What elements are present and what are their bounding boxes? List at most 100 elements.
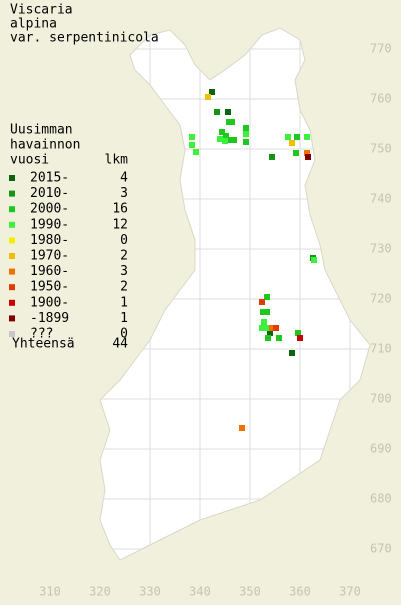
occurrence xyxy=(226,119,232,125)
x-tick-label: 310 xyxy=(39,585,61,599)
occurrence xyxy=(289,140,295,146)
legend-count: 2 xyxy=(120,249,128,264)
occurrence xyxy=(265,335,271,341)
x-tick-label: 320 xyxy=(89,585,111,599)
legend-label: 1900- xyxy=(30,295,69,310)
y-tick-label: 680 xyxy=(370,492,392,506)
legend-label: 1980- xyxy=(30,233,69,248)
occurrence xyxy=(214,109,220,115)
occurrence xyxy=(222,138,228,144)
x-tick-label: 370 xyxy=(339,585,361,599)
occurrence xyxy=(289,350,295,356)
occurrence xyxy=(295,330,301,336)
legend-swatch xyxy=(9,175,15,181)
legend-swatch xyxy=(9,331,15,337)
legend-swatch xyxy=(9,268,15,275)
legend-count: 0 xyxy=(120,233,128,248)
legend-count-heading: lkm xyxy=(105,153,129,168)
y-tick-label: 700 xyxy=(370,392,392,406)
legend-swatch xyxy=(9,299,15,306)
legend-swatch xyxy=(9,253,15,259)
occurrence xyxy=(260,309,266,315)
y-tick-label: 690 xyxy=(370,442,392,456)
legend-count: 4 xyxy=(120,171,128,186)
title-line: alpina xyxy=(10,17,57,32)
occurrence xyxy=(269,325,275,331)
legend-swatch xyxy=(9,315,15,322)
occurrence xyxy=(231,137,237,143)
legend-label: 1970- xyxy=(30,249,69,264)
legend-total-label: Yhteensä xyxy=(12,337,75,352)
occurrence xyxy=(189,142,195,148)
occurrence xyxy=(219,129,225,135)
legend-count: 1 xyxy=(120,311,128,326)
occurrence xyxy=(305,154,311,160)
legend-swatch xyxy=(9,221,15,228)
occurrence xyxy=(243,125,249,131)
title-line: var. serpentinicola xyxy=(10,31,159,46)
legend-count: 3 xyxy=(120,186,128,201)
occurrence xyxy=(264,294,270,300)
occurrence xyxy=(269,154,275,160)
legend-count: 0 xyxy=(120,327,128,342)
occurrence xyxy=(243,131,249,137)
occurrence xyxy=(217,136,223,142)
legend-label: 2000- xyxy=(30,202,69,217)
y-tick-label: 750 xyxy=(370,142,392,156)
occurrence xyxy=(304,134,310,140)
legend-count: 16 xyxy=(112,202,128,217)
legend-heading: Uusimman xyxy=(10,123,73,138)
occurrence xyxy=(294,134,300,140)
occurrence xyxy=(239,425,245,431)
legend-label: ??? xyxy=(30,327,53,342)
legend-heading: vuosi xyxy=(10,153,49,168)
occurrence xyxy=(297,335,303,341)
occurrence xyxy=(209,89,215,95)
occurrence xyxy=(273,325,279,331)
legend-heading: havainnon xyxy=(10,138,80,153)
legend-count: 2 xyxy=(120,280,128,295)
occurrence xyxy=(223,133,229,139)
title-line: Viscaria xyxy=(10,3,73,18)
legend-label: -1899 xyxy=(30,311,69,326)
occurrence xyxy=(243,139,249,145)
map-land xyxy=(99,27,371,561)
occurrence xyxy=(293,150,299,156)
occurrence xyxy=(259,299,265,305)
y-tick-label: 720 xyxy=(370,292,392,306)
legend-total: 44 xyxy=(112,337,128,352)
occurrence xyxy=(264,309,270,315)
y-tick-label: 760 xyxy=(370,92,392,106)
occurrence xyxy=(311,257,317,263)
occurrence xyxy=(265,325,271,331)
occurrence xyxy=(193,149,199,155)
x-tick-label: 340 xyxy=(189,585,211,599)
legend-swatch xyxy=(9,206,15,213)
y-tick-label: 770 xyxy=(370,42,392,56)
legend-count: 12 xyxy=(112,217,128,232)
occurrence xyxy=(225,109,231,115)
legend-label: 2015- xyxy=(30,171,69,186)
x-tick-label: 330 xyxy=(139,585,161,599)
y-tick-label: 710 xyxy=(370,342,392,356)
legend-count: 3 xyxy=(120,264,128,279)
legend-label: 1950- xyxy=(30,280,69,295)
occurrence xyxy=(227,137,233,143)
occurrence xyxy=(304,150,310,156)
occurrence xyxy=(285,134,291,140)
x-tick-label: 360 xyxy=(289,585,311,599)
y-tick-label: 670 xyxy=(370,542,392,556)
occurrence xyxy=(267,330,273,336)
occurrence xyxy=(259,325,265,331)
x-tick-label: 350 xyxy=(239,585,261,599)
occurrence xyxy=(276,335,282,341)
legend-swatch xyxy=(9,237,15,244)
legend-swatch xyxy=(9,284,15,291)
legend-label: 1990- xyxy=(30,217,69,232)
occurrence xyxy=(205,94,211,100)
legend-count: 1 xyxy=(120,295,128,310)
legend-label: 2010- xyxy=(30,186,69,201)
y-tick-label: 730 xyxy=(370,242,392,256)
legend-swatch xyxy=(9,190,15,197)
